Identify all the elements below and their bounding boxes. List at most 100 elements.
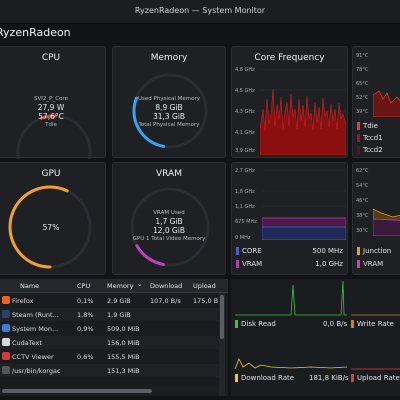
cell-name: CudaText [12, 339, 42, 347]
column-header-upload[interactable]: Upload [193, 282, 216, 290]
cpu-temp-value: 57,6°C [38, 112, 64, 121]
table-row[interactable]: Firefox 0,1% 2,9 GiB 107,0 B/s 175,0 B [0, 294, 220, 307]
disk-read-trace [235, 280, 347, 316]
cell-memory: 151,3 MiB [107, 367, 140, 375]
gpu-clock-card[interactable]: 2,7 GHz 1,8 GHz 1,1 GHz 675 MHz 0 MHz CO… [231, 162, 348, 275]
window-title: RyzenRadeon — System Monitor [134, 6, 266, 15]
core-clock-value: 500 MHz [312, 247, 343, 255]
process-icon [2, 296, 10, 304]
process-icon [2, 352, 10, 360]
vram-total-label: GPU 1 Total Video Memory [132, 236, 206, 242]
cell-memory: 509,0 MiB [107, 325, 140, 333]
disk-network-panel[interactable]: Disk Read 0,0 B/s Write Rate Download Ra… [231, 279, 400, 396]
memory-total-value: 31,3 GiB [152, 112, 186, 121]
cpu-temperature-chart [373, 90, 400, 117]
core-frequency-card[interactable]: Core Frequency 4,8 GHz 4,5 GHz 4,3 GHz 4… [231, 46, 348, 158]
cell-name: CCTV Viewer [12, 353, 54, 361]
process-table-header: Name CPU Memory ⌄ Download Upload [0, 279, 228, 293]
cpu-sensor2-label: Tdie [45, 122, 57, 128]
temp-tick-2: 65°C [356, 81, 369, 87]
vram-gauge-arc [130, 187, 210, 267]
vram-used-label: VRAM Used [153, 210, 185, 216]
upload-rate-label: Upload Rate [357, 374, 400, 382]
window-titlebar[interactable]: RyzenRadeon — System Monitor [0, 0, 400, 24]
memory-used-value: 8,9 GiB [155, 103, 183, 112]
column-header-cpu[interactable]: CPU [77, 282, 91, 290]
table-row[interactable]: System Mon... 0,9% 509,0 MiB [0, 322, 220, 335]
tdie-swatch [357, 122, 360, 130]
table-row[interactable]: Steam (Runt... 1,8% 1,9 GiB [0, 308, 220, 321]
cpu-sensor-label: SVI2_P_Core [34, 96, 68, 102]
column-header-name[interactable]: Name [20, 282, 40, 290]
vram-gauge [130, 187, 210, 267]
process-icon [2, 324, 10, 332]
core-clock-legend: CORE [242, 247, 262, 255]
gpu-clock-tick-3: 675 MHz [235, 219, 257, 225]
vertical-scrollbar[interactable] [219, 293, 225, 396]
gpu-temp-tick-2: 46°C [356, 198, 369, 204]
core-freq-tick-1: 4,5 GHz [235, 88, 255, 94]
disk-network-charts [234, 280, 400, 370]
vram-temp-area [373, 218, 400, 236]
memory-card[interactable]: Memory Used Physical Memory 8,9 GiB 31,3… [112, 46, 226, 158]
scrollbar-thumb[interactable] [220, 295, 224, 339]
process-icon [2, 338, 10, 346]
cpu-temperature-card[interactable]: 91°C 78°C 65°C 52°C 39°C Tdie Tccd1 Tccd… [352, 46, 400, 158]
table-row[interactable]: CCTV Viewer 0,6% 155,5 MiB [0, 350, 220, 363]
cell-upload: 175,0 B [193, 297, 219, 305]
cpu-gauge-arc [16, 114, 92, 159]
temp-tick-4: 39°C [356, 109, 369, 115]
core-freq-tick-0: 4,8 GHz [235, 67, 255, 73]
tdie-legend: Tdie [363, 122, 378, 130]
vram-clock-legend: VRAM [242, 260, 263, 268]
table-row[interactable]: CudaText 156,0 MiB [0, 336, 220, 349]
write-rate-label: Write Rate [357, 320, 394, 328]
cell-memory: 155,5 MiB [107, 353, 140, 361]
cell-memory: 1,9 GiB [107, 311, 131, 319]
table-row[interactable]: /usr/bin/korgac 151,3 MiB [0, 364, 220, 377]
cell-cpu: 0,6% [77, 353, 94, 361]
cpu-power-value: 27,9 W [37, 103, 65, 112]
core-clock-swatch [236, 247, 239, 255]
gpu-title: GPU [41, 169, 61, 179]
core-frequency-area [260, 88, 346, 155]
junction-swatch [357, 247, 360, 255]
tccd2-legend: Tccd2 [363, 146, 383, 154]
cell-name: System Mon... [12, 325, 59, 333]
core-freq-tick-2: 4,3 GHz [235, 109, 255, 115]
cpu-card[interactable]: CPU SVI2_P_Core 27,9 W 57,6°C Tdie [0, 46, 106, 159]
download-rate-trace [234, 358, 348, 370]
cpu-gauge [16, 114, 92, 159]
gpu-clock-chart [262, 170, 346, 240]
column-header-download[interactable]: Download [150, 282, 183, 290]
process-table[interactable]: Name CPU Memory ⌄ Download Upload Firefo… [0, 279, 228, 396]
gpu-clock-tick-4: 0 MHz [235, 235, 251, 241]
gpu-card[interactable]: GPU 57% [0, 162, 106, 275]
memory-gauge [132, 73, 208, 149]
tccd2-swatch [357, 146, 360, 154]
process-icon [2, 310, 10, 318]
disk-read-label: Disk Read [241, 320, 276, 328]
gpu-temp-tick-4: 30°C [356, 228, 369, 234]
junction-legend: Junction [363, 247, 392, 255]
cell-name: Steam (Runt... [12, 311, 59, 319]
gpu-temperature-card[interactable]: 62°C 54°C 46°C 38°C 30°C Junction VRAM [352, 162, 400, 275]
download-rate-label: Download Rate [241, 374, 295, 382]
cell-cpu: 0,1% [77, 297, 94, 305]
sort-indicator-icon: ⌄ [137, 280, 143, 288]
vram-title: VRAM [156, 169, 182, 179]
disk-read-swatch [235, 320, 238, 328]
tccd1-legend: Tccd1 [363, 134, 383, 142]
upload-rate-swatch [351, 374, 354, 382]
horizontal-scrollbar-thumb[interactable] [2, 389, 152, 393]
gpu-clock-tick-0: 2,7 GHz [235, 168, 255, 174]
vram-card[interactable]: VRAM VRAM Used 1,7 GiB 12,0 GiB GPU 1 To… [112, 162, 226, 275]
cpu-title: CPU [41, 53, 61, 63]
horizontal-scrollbar[interactable] [0, 387, 219, 395]
download-rate-swatch [235, 374, 238, 382]
core-frequency-chart [260, 69, 346, 155]
memory-total-label: Total Physical Memory [138, 122, 200, 128]
temp-tick-1: 78°C [356, 67, 369, 73]
core-clock-area [262, 226, 346, 240]
column-header-memory[interactable]: Memory [107, 282, 134, 290]
